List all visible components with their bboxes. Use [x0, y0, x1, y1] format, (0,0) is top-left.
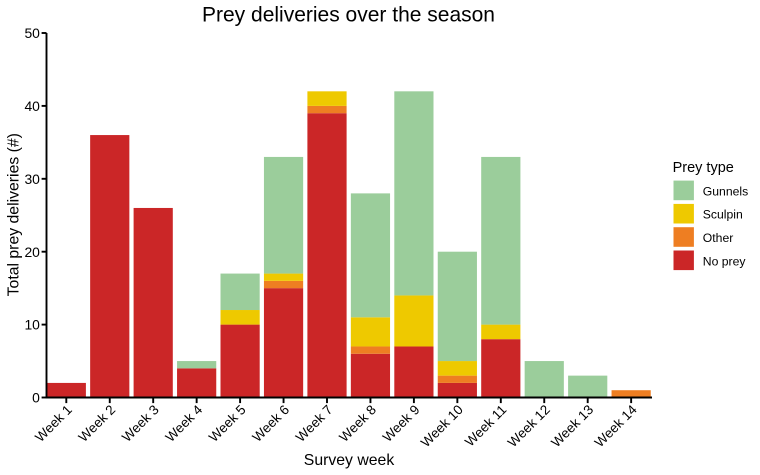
svg-text:Prey deliveries over the seaso: Prey deliveries over the season — [202, 4, 495, 27]
svg-text:Gunnels: Gunnels — [703, 184, 748, 198]
svg-text:30: 30 — [24, 171, 40, 187]
svg-text:Total prey deliveries (#): Total prey deliveries (#) — [6, 133, 23, 296]
svg-text:Sculpin: Sculpin — [703, 208, 743, 222]
svg-text:40: 40 — [24, 98, 40, 114]
svg-text:10: 10 — [24, 317, 40, 333]
svg-text:Other: Other — [703, 231, 733, 245]
svg-text:Survey week: Survey week — [304, 452, 395, 469]
svg-text:0: 0 — [32, 390, 40, 406]
svg-text:50: 50 — [24, 25, 40, 41]
svg-text:20: 20 — [24, 244, 40, 260]
svg-text:No prey: No prey — [703, 254, 747, 268]
svg-text:Prey type: Prey type — [673, 160, 734, 176]
